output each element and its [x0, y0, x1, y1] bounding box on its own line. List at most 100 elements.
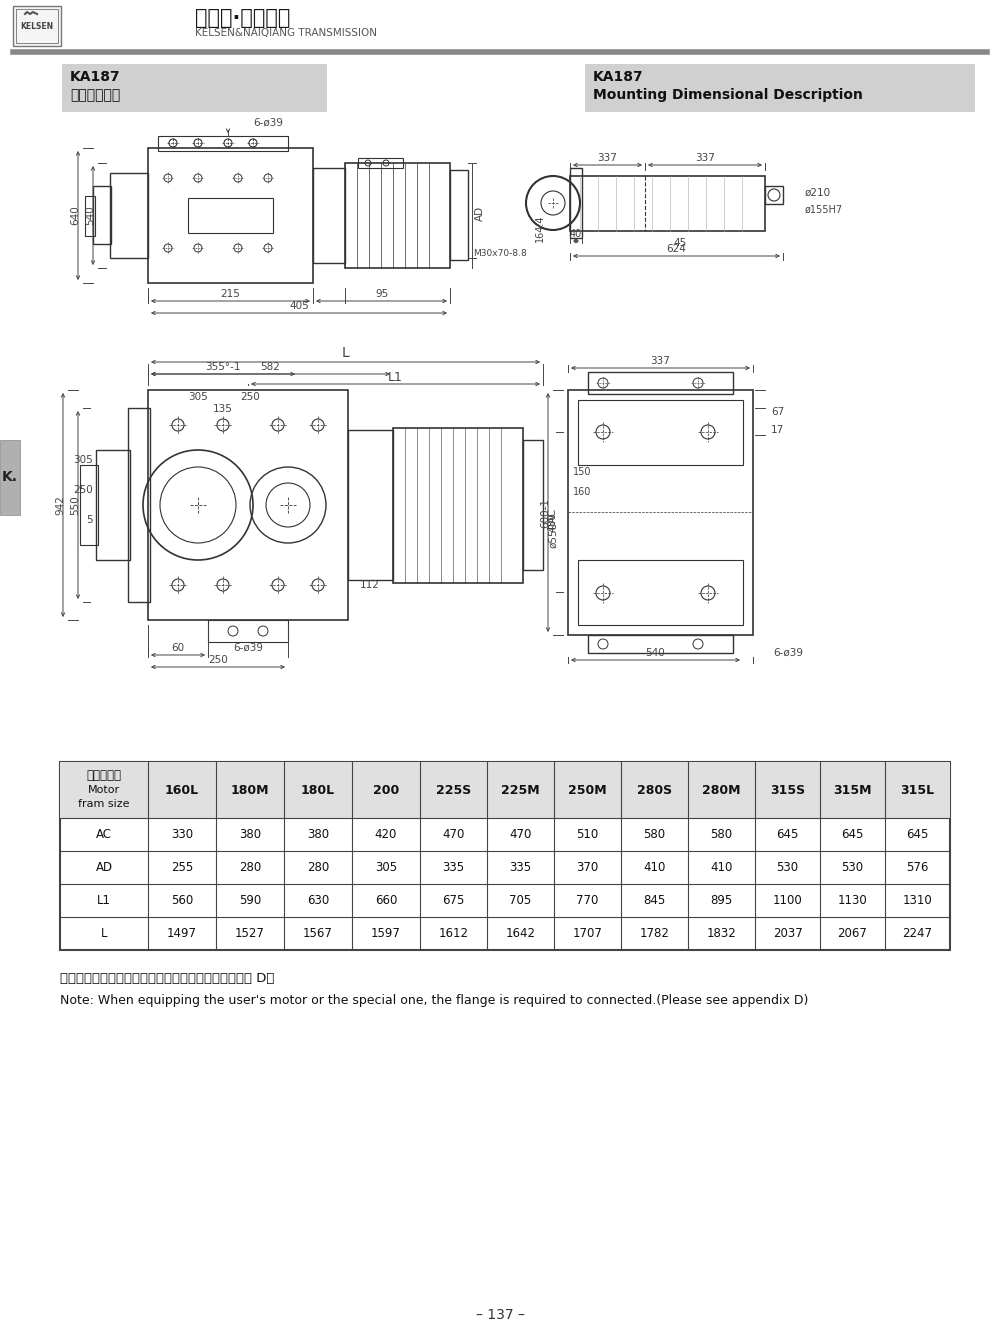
Bar [62, 64, 327, 113]
Text: ø210: ø210 [805, 188, 831, 198]
Bar [588, 371, 733, 394]
Bar [96, 451, 130, 561]
Bar [393, 428, 523, 583]
Bar [148, 148, 313, 283]
Text: 1527: 1527 [235, 927, 265, 940]
Text: 580: 580 [710, 827, 733, 841]
Text: AC: AC [96, 827, 112, 841]
Text: 45: 45 [673, 237, 687, 248]
Text: 1782: 1782 [640, 927, 669, 940]
Text: L: L [342, 346, 349, 359]
Text: 770: 770 [576, 894, 599, 907]
Text: 580: 580 [643, 827, 666, 841]
Text: 380: 380 [307, 827, 329, 841]
Text: KELSEN: KELSEN [20, 21, 54, 31]
Text: 315S: 315S [770, 783, 805, 797]
Text: 410: 410 [710, 861, 733, 874]
Text: K.: K. [2, 469, 18, 484]
Bar [578, 561, 743, 625]
Text: 60: 60 [171, 642, 185, 653]
Text: 315L: 315L [900, 783, 935, 797]
Text: 180L: 180L [301, 783, 335, 797]
Text: 2037: 2037 [773, 927, 802, 940]
Text: 112: 112 [360, 581, 380, 590]
Text: 17: 17 [771, 425, 784, 434]
Text: 590: 590 [239, 894, 261, 907]
Text: 705: 705 [509, 894, 532, 907]
Text: 675: 675 [442, 894, 465, 907]
Text: 225M: 225M [501, 783, 540, 797]
Text: 180M: 180M [231, 783, 269, 797]
Text: 2067: 2067 [838, 927, 867, 940]
Text: 645: 645 [776, 827, 799, 841]
Bar [16, 9, 58, 43]
Text: 1130: 1130 [838, 894, 867, 907]
Text: 895: 895 [710, 894, 733, 907]
Text: 470: 470 [509, 827, 532, 841]
Text: 215: 215 [221, 290, 240, 299]
Text: 942: 942 [55, 495, 65, 515]
Bar [13, 5, 61, 46]
Text: 315M: 315M [833, 783, 872, 797]
Text: 1612: 1612 [438, 927, 468, 940]
Text: 160: 160 [573, 487, 591, 498]
Text: 250: 250 [208, 654, 228, 665]
Bar [80, 465, 98, 544]
Bar [158, 135, 288, 152]
Text: 560: 560 [171, 894, 193, 907]
Text: 330: 330 [171, 827, 193, 841]
Text: 337: 337 [695, 153, 715, 164]
Bar [570, 168, 582, 237]
Bar [85, 196, 95, 236]
Bar [765, 186, 783, 204]
Text: 250M: 250M [568, 783, 607, 797]
Text: 660: 660 [375, 894, 397, 907]
Text: 注：电机需方配或配特殊电机时需加联接法兰（见附录 D）: 注：电机需方配或配特殊电机时需加联接法兰（见附录 D） [60, 972, 274, 986]
Bar [60, 762, 950, 949]
Text: 280: 280 [307, 861, 329, 874]
Text: 6-ø39: 6-ø39 [773, 648, 803, 658]
Bar [348, 430, 393, 581]
Bar [585, 64, 975, 113]
Text: 1642: 1642 [506, 927, 536, 940]
Text: 电机机座号: 电机机座号 [87, 768, 122, 782]
Text: L1: L1 [97, 894, 111, 907]
Bar [523, 440, 543, 570]
Text: 420: 420 [375, 827, 397, 841]
Text: 160L: 160L [165, 783, 199, 797]
Bar [188, 198, 273, 233]
Bar [60, 762, 950, 818]
Text: 540: 540 [646, 648, 665, 658]
Text: 470: 470 [442, 827, 465, 841]
Text: fram size: fram size [78, 799, 130, 809]
Text: 1497: 1497 [167, 927, 197, 940]
Text: 1567: 1567 [303, 927, 333, 940]
Text: 280M: 280M [702, 783, 741, 797]
Bar [345, 164, 450, 268]
Text: 337: 337 [598, 153, 617, 164]
Text: 凯尔森·耐强传动: 凯尔森·耐强传动 [195, 8, 290, 28]
Text: 530: 530 [841, 861, 864, 874]
Text: 安装结构尺寸: 安装结构尺寸 [70, 89, 120, 102]
Text: 405: 405 [289, 300, 309, 311]
Text: ø550: ø550 [548, 522, 558, 548]
Text: 305: 305 [375, 861, 397, 874]
Text: 640: 640 [70, 205, 80, 225]
Text: 67: 67 [771, 408, 784, 417]
Text: 280S: 280S [637, 783, 672, 797]
Text: AD: AD [475, 205, 485, 220]
Text: 845: 845 [643, 894, 666, 907]
Text: 255: 255 [171, 861, 193, 874]
Text: 480: 480 [547, 512, 557, 532]
Text: 305: 305 [73, 455, 93, 465]
Text: 540: 540 [85, 205, 95, 225]
Text: 355°-1: 355°-1 [205, 362, 241, 371]
Bar [93, 186, 111, 244]
Text: 1707: 1707 [573, 927, 602, 940]
Text: 510: 510 [576, 827, 599, 841]
Text: 2247: 2247 [902, 927, 932, 940]
Text: AC: AC [548, 507, 558, 523]
Bar [313, 168, 345, 263]
Text: 280: 280 [239, 861, 261, 874]
Text: 250: 250 [240, 392, 260, 402]
